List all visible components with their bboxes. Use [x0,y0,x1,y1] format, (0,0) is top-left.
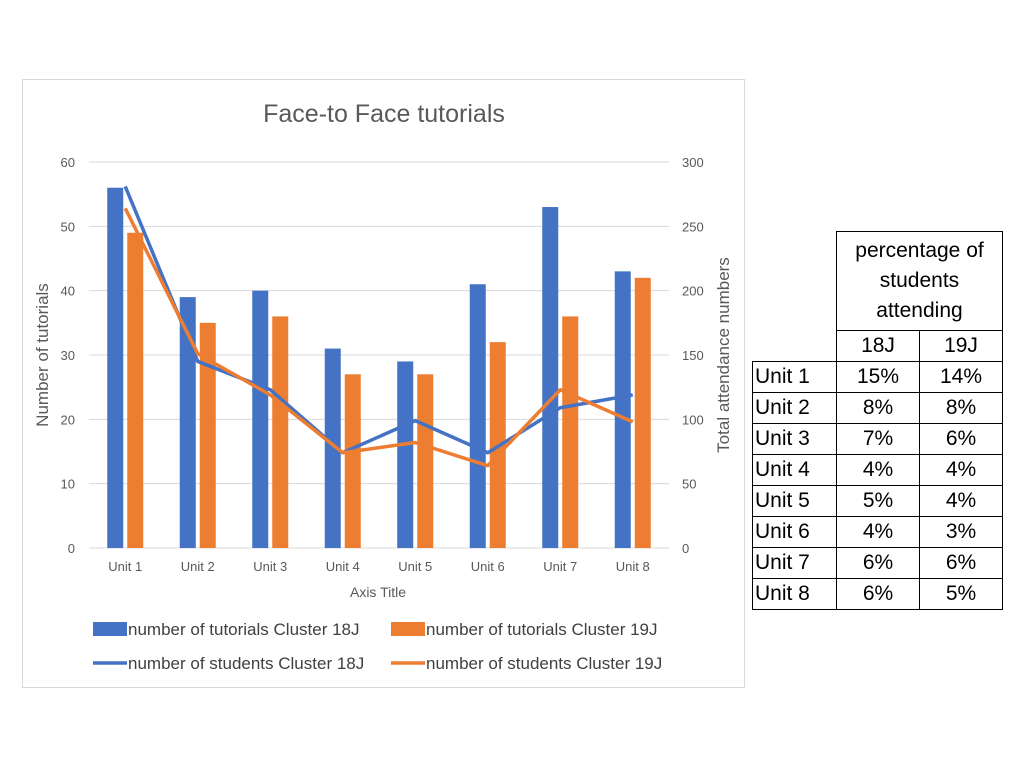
table-row: Unit 7 6% 6% [752,547,1003,579]
y-axis-title: Number of tutorials [33,283,52,427]
row-label: Unit 4 [752,454,837,486]
cell-19j: 8% [919,392,1003,424]
legend-label: number of tutorials Cluster 19J [426,620,658,639]
left-axis-ticks: 0 10 20 30 40 50 60 [61,155,75,556]
column-header-18j: 18J [836,330,920,362]
legend-label: number of tutorials Cluster 18J [128,620,360,639]
row-label: Unit 1 [752,361,837,393]
bar-18j [107,187,124,548]
y2-tick-label: 100 [682,412,704,427]
y-tick-label: 30 [61,348,75,363]
y-tick-label: 0 [68,541,75,556]
bar-19j [634,277,651,548]
y2-tick-label: 200 [682,284,704,299]
cell-18j: 6% [836,578,920,610]
line-students-19j [123,207,634,468]
x-axis-ticks: Unit 1 Unit 2 Unit 3 Unit 4 Unit 5 Unit 6 Unit… [108,559,649,574]
row-label: Unit 7 [752,547,837,579]
y2-tick-label: 50 [682,477,696,492]
x-tick-label: Unit 2 [181,559,215,574]
line-students-18j [123,185,634,455]
x-tick-label: Unit 6 [471,559,505,574]
y2-axis-title: Total attendance numbers [714,257,733,453]
cell-18j: 4% [836,516,920,548]
bar-19j [127,232,144,548]
cell-18j: 5% [836,485,920,517]
legend: number of tutorials Cluster 18J number of… [93,620,662,673]
cell-18j: 4% [836,454,920,486]
table-row: Unit 6 4% 3% [752,516,1003,548]
bar-18j [542,207,559,548]
bar-18j [397,361,414,548]
x-tick-label: Unit 4 [326,559,360,574]
x-tick-label: Unit 3 [253,559,287,574]
x-tick-label: Unit 5 [398,559,432,574]
table-header-row: percentage of students attending [753,231,1003,331]
chart-title: Face-to Face tutorials [263,100,505,128]
bar-series [107,187,651,548]
row-label: Unit 6 [752,516,837,548]
y2-tick-label: 150 [682,348,704,363]
bar-19j [272,316,289,548]
cell-18j: 6% [836,547,920,579]
x-tick-label: Unit 8 [616,559,650,574]
y-tick-label: 50 [61,219,75,234]
chart-frame: Face-to Face tutorials 0 10 20 30 40 50 60 0 50… [22,79,745,688]
cell-19j: 3% [919,516,1003,548]
bar-19j [417,374,434,548]
y2-tick-label: 250 [682,219,704,234]
cell-19j: 6% [919,423,1003,455]
table-corner [753,232,837,331]
table-header: percentage of students attending [836,231,1003,331]
table-column-row: 18J 19J [752,330,1003,362]
cell-18j: 8% [836,392,920,424]
table-row: Unit 8 6% 5% [752,578,1003,610]
x-tick-label: Unit 7 [543,559,577,574]
row-label: Unit 5 [752,485,837,517]
legend-label: number of students Cluster 18J [128,654,364,673]
table-row: Unit 5 5% 4% [752,485,1003,517]
combo-chart: Face-to Face tutorials 0 10 20 30 40 50 60 0 50… [33,100,733,673]
legend-swatch [391,622,425,636]
column-header-19j: 19J [919,330,1003,362]
y2-tick-label: 0 [682,541,689,556]
y-tick-label: 20 [61,412,75,427]
table-corner-2 [752,330,837,362]
y-tick-label: 10 [61,477,75,492]
x-tick-label: Unit 1 [108,559,142,574]
cell-18j: 15% [836,361,920,393]
row-label: Unit 2 [752,392,837,424]
table-row: Unit 4 4% 4% [752,454,1003,486]
cell-19j: 14% [919,361,1003,393]
table-row: Unit 2 8% 8% [752,392,1003,424]
cell-19j: 5% [919,578,1003,610]
bar-19j [199,322,216,548]
y2-tick-label: 300 [682,155,704,170]
legend-swatch [93,622,127,636]
y-tick-label: 60 [61,155,75,170]
row-label: Unit 3 [752,423,837,455]
bar-19j [344,374,361,548]
right-axis-ticks: 0 50 100 150 200 250 300 [682,155,704,556]
cell-19j: 4% [919,485,1003,517]
table-row: Unit 1 15% 14% [752,361,1003,393]
cell-19j: 4% [919,454,1003,486]
bar-18j [469,284,486,548]
y-tick-label: 40 [61,284,75,299]
bar-18j [179,297,196,548]
cell-19j: 6% [919,547,1003,579]
x-axis-title: Axis Title [350,584,406,600]
legend-label: number of students Cluster 19J [426,654,662,673]
line-series [123,185,634,468]
row-label: Unit 8 [752,578,837,610]
table-row: Unit 3 7% 6% [752,423,1003,455]
bar-18j [324,348,341,548]
cell-18j: 7% [836,423,920,455]
bar-18j [614,271,631,548]
percentage-table: percentage of students attending 18J 19J… [752,231,1003,610]
bar-18j [252,290,269,548]
bar-19j [562,316,579,548]
